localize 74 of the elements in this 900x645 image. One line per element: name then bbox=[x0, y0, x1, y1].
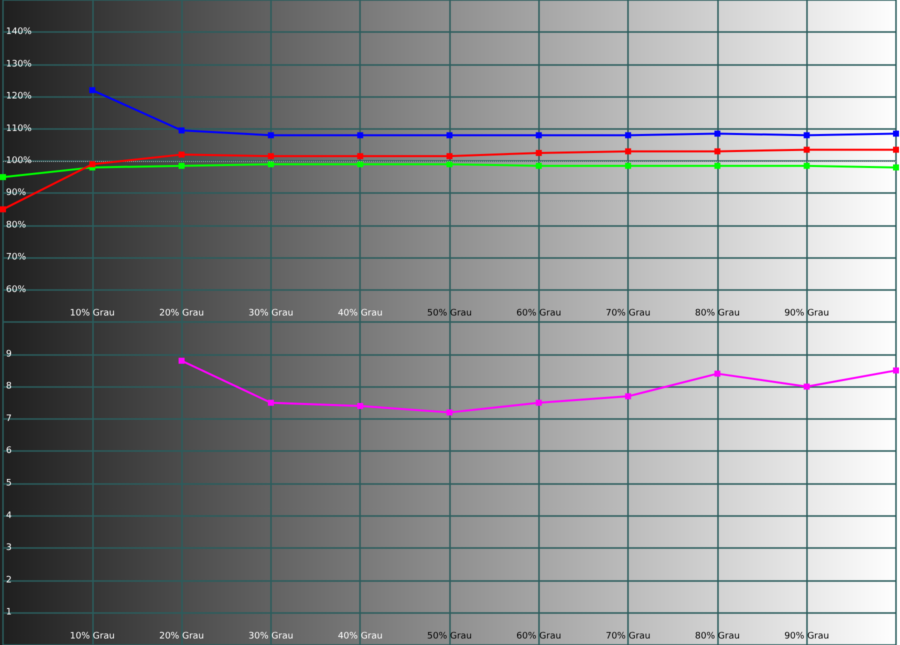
point bbox=[0, 206, 6, 212]
point bbox=[446, 132, 452, 138]
point bbox=[625, 148, 632, 154]
point bbox=[178, 152, 185, 158]
point bbox=[178, 127, 185, 134]
point bbox=[804, 132, 810, 138]
y-tick-label: 90% bbox=[6, 188, 26, 198]
point bbox=[536, 132, 542, 138]
point bbox=[714, 148, 720, 154]
point bbox=[357, 132, 364, 138]
y-tick-label: 4 bbox=[6, 510, 12, 521]
x-tick-label: 10% Grau bbox=[70, 632, 115, 642]
x-tick-label: 20% Grau bbox=[159, 308, 204, 318]
point bbox=[178, 358, 185, 364]
point bbox=[268, 161, 274, 168]
point bbox=[268, 132, 274, 138]
x-tick-label: 70% Grau bbox=[606, 632, 650, 642]
x-tick-label: 40% Grau bbox=[338, 308, 383, 318]
point bbox=[804, 162, 810, 169]
y-tick-label: 6 bbox=[6, 446, 12, 456]
x-tick-label: 70% Grau bbox=[606, 308, 650, 318]
y-tick-label: 5 bbox=[6, 478, 12, 488]
x-tick-label: 50% Grau bbox=[427, 308, 472, 318]
point bbox=[625, 162, 632, 169]
point bbox=[893, 367, 899, 374]
point bbox=[893, 130, 899, 137]
x-tick-label: 90% Grau bbox=[784, 632, 830, 642]
point bbox=[89, 161, 96, 168]
y-tick-label: 120% bbox=[6, 92, 32, 102]
point bbox=[178, 162, 185, 169]
y-tick-label: 70% bbox=[6, 252, 26, 263]
y-tick-label: 7 bbox=[6, 414, 12, 424]
point bbox=[893, 164, 899, 170]
point bbox=[625, 132, 632, 138]
point bbox=[714, 370, 720, 377]
x-tick-label: 10% Grau bbox=[70, 308, 115, 318]
x-tick-label: 50% Grau bbox=[427, 632, 472, 642]
x-tick-label: 60% Grau bbox=[516, 632, 562, 642]
point bbox=[804, 384, 810, 390]
point bbox=[268, 400, 274, 406]
point bbox=[804, 146, 810, 153]
point bbox=[446, 161, 452, 168]
x-tick-label: 40% Grau bbox=[338, 632, 383, 642]
y-tick-label: 60% bbox=[6, 284, 26, 295]
point bbox=[714, 162, 720, 169]
point bbox=[446, 409, 452, 416]
point bbox=[357, 402, 364, 409]
point bbox=[357, 153, 364, 160]
point bbox=[89, 87, 96, 94]
y-tick-label: 8 bbox=[6, 382, 12, 392]
y-tick-label: 100% bbox=[6, 156, 32, 166]
y-tick-label: 80% bbox=[6, 220, 26, 230]
x-tick-label: 90% Grau bbox=[784, 308, 830, 318]
y-tick-label: 140% bbox=[6, 27, 32, 38]
point bbox=[446, 153, 452, 160]
y-tick-label: 2 bbox=[6, 575, 12, 586]
x-tick-label: 30% Grau bbox=[248, 632, 294, 642]
y-tick-label: 110% bbox=[6, 124, 32, 134]
point bbox=[893, 146, 899, 153]
point bbox=[357, 161, 364, 168]
x-tick-label: 30% Grau bbox=[248, 308, 294, 318]
x-tick-label: 60% Grau bbox=[516, 308, 562, 318]
y-tick-label: 1 bbox=[6, 608, 12, 618]
point bbox=[625, 393, 632, 400]
y-tick-label: 3 bbox=[6, 543, 12, 554]
y-tick-label: 9 bbox=[6, 349, 12, 360]
point bbox=[268, 153, 274, 160]
y-tick-label: 130% bbox=[6, 59, 32, 70]
x-tick-label: 20% Grau bbox=[159, 632, 204, 642]
point bbox=[536, 400, 542, 406]
point bbox=[536, 150, 542, 156]
point bbox=[536, 162, 542, 169]
point bbox=[0, 174, 6, 180]
point bbox=[714, 130, 720, 137]
